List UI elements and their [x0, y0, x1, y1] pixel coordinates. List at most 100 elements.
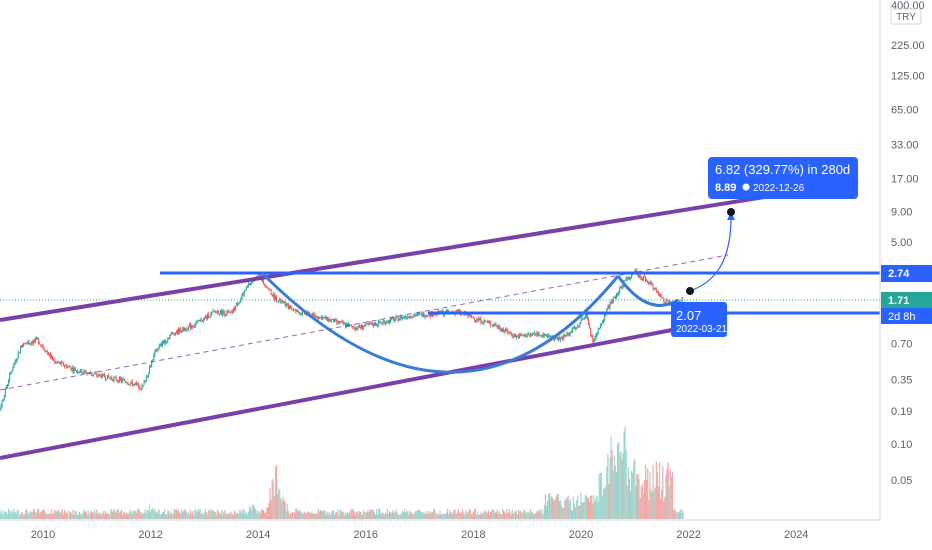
start-point-label[interactable]: 2.07 2022-03-21 [671, 302, 728, 337]
volume-bar [624, 426, 626, 519]
volume-bar [21, 513, 24, 519]
volume-bar [343, 515, 345, 519]
candle-body [182, 327, 184, 332]
candle-body [132, 384, 134, 386]
candle-body [576, 327, 578, 330]
time-axis-tick: 2014 [246, 529, 270, 541]
price-axis-tick: 17.00 [891, 174, 919, 186]
volume-bar [627, 467, 629, 519]
candle-body [156, 349, 158, 352]
candle-body [209, 316, 211, 318]
start-price-label: 2.07 [676, 308, 701, 323]
volume-bar [187, 511, 189, 519]
candle-body [390, 318, 392, 323]
candle-body [366, 323, 368, 325]
volume-bar [410, 512, 412, 519]
volume-bar [542, 514, 544, 519]
volume-bar [614, 465, 617, 519]
volume-bars [0, 426, 684, 519]
candle-body [37, 338, 39, 339]
volume-bar [568, 501, 570, 519]
volume-bar [444, 513, 447, 519]
candle-body [128, 384, 130, 385]
volume-bar [528, 513, 530, 519]
volume-bar [482, 512, 484, 519]
candle-body [14, 361, 16, 364]
volume-bar [181, 509, 183, 519]
volume-bar [166, 514, 168, 519]
candle-body [61, 362, 63, 363]
volume-bar [597, 501, 599, 519]
channel-mid-line[interactable] [0, 254, 729, 391]
volume-bar [209, 510, 211, 519]
candle-body [466, 314, 468, 316]
price-axis[interactable]: 400.00225.00125.0065.0033.0017.009.005.0… [891, 0, 925, 487]
volume-bar [487, 509, 490, 519]
projection-tooltip[interactable]: 6.82 (329.77%) in 280d 8.89 2022-12-26 [708, 157, 858, 199]
volume-bar [186, 513, 188, 519]
candle-body [651, 283, 653, 285]
volume-bar [94, 508, 96, 519]
candle-body [472, 317, 474, 319]
volume-bar [504, 511, 506, 519]
volume-bar [5, 512, 8, 519]
volume-bar [16, 510, 18, 519]
volume-bar [275, 464, 278, 519]
candle-body [514, 334, 516, 338]
candle-body [414, 315, 416, 317]
volume-bar [534, 512, 536, 519]
candle-body [240, 297, 242, 301]
candle-body [170, 333, 172, 336]
candle-body [166, 340, 168, 343]
projection-start-point[interactable] [686, 287, 694, 295]
volume-bar [240, 511, 242, 519]
volume-bar [239, 509, 241, 519]
candle-body [138, 383, 140, 388]
candle-body [313, 313, 315, 315]
time-axis-tick: 2018 [461, 529, 485, 541]
channel-upper-line[interactable] [0, 180, 859, 322]
volume-bar [115, 512, 117, 519]
time-axis[interactable]: 2010 2012 2014 2016 2018 2020 2022 2024 [31, 529, 809, 541]
volume-bar [195, 509, 197, 519]
candle-body [640, 277, 642, 279]
volume-bar [398, 515, 400, 519]
volume-bar [19, 514, 22, 519]
projection-end-point[interactable] [727, 208, 735, 216]
volume-bar [599, 472, 601, 519]
candle-body [164, 341, 166, 344]
volume-bar [567, 495, 569, 519]
volume-bar [642, 493, 645, 519]
volume-bar [148, 504, 151, 519]
volume-bar [634, 458, 636, 519]
candle-body [91, 374, 93, 376]
volume-bar [307, 511, 309, 519]
volume-bar [330, 512, 332, 519]
volume-bar [494, 512, 496, 519]
candle-body [133, 383, 135, 385]
volume-bar [468, 508, 470, 519]
candle-body [395, 316, 397, 320]
volume-bar [42, 509, 44, 519]
volume-bar [159, 513, 161, 519]
candle-body [199, 319, 201, 321]
candle-body [232, 308, 234, 313]
candle-body [584, 316, 586, 319]
candle-body [678, 301, 680, 303]
volume-bar [62, 514, 65, 519]
channel-lower-line[interactable] [0, 328, 673, 460]
candle-body [175, 332, 177, 334]
candle-body [285, 303, 287, 307]
volume-bar [360, 514, 363, 519]
volume-bar [102, 510, 104, 519]
cup-arc[interactable] [260, 271, 620, 374]
volume-bar [116, 508, 118, 519]
projection-path[interactable] [689, 211, 732, 292]
candle-body [423, 313, 425, 317]
candle-body [612, 298, 614, 303]
currency-badge[interactable]: TRY [890, 8, 922, 25]
candle-body [281, 301, 283, 303]
candle-body [3, 396, 5, 400]
volume-bar [655, 461, 657, 519]
